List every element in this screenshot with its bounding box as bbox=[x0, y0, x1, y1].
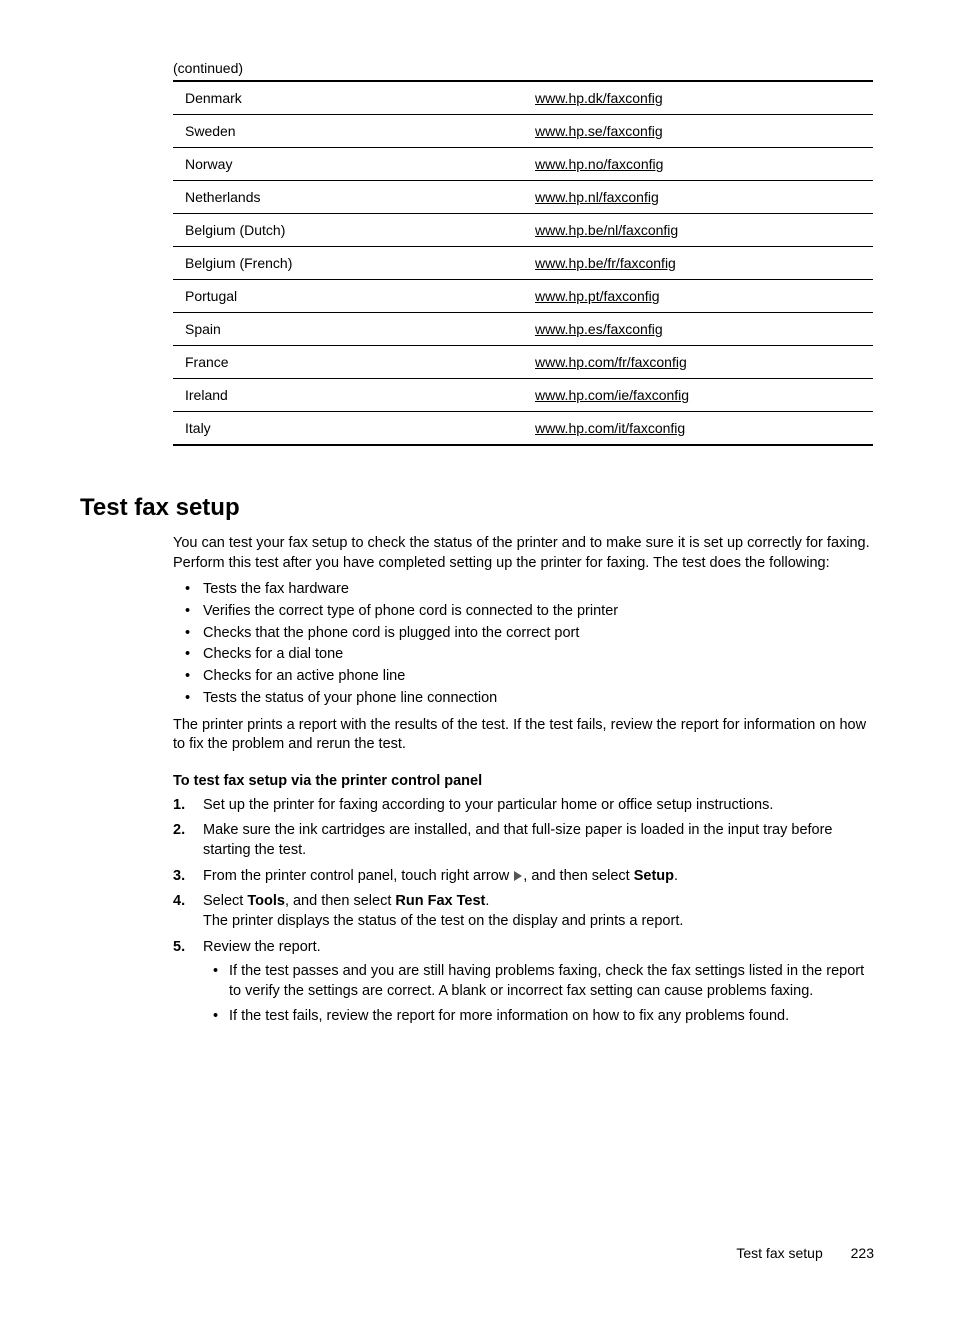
procedure-heading: To test fax setup via the printer contro… bbox=[173, 773, 873, 789]
faxconfig-url-link[interactable]: www.hp.nl/faxconfig bbox=[535, 189, 659, 205]
list-item: Checks that the phone cord is plugged in… bbox=[173, 623, 873, 645]
step-2: Make sure the ink cartridges are install… bbox=[173, 820, 873, 861]
step-text: Make sure the ink cartridges are install… bbox=[203, 822, 833, 858]
procedure-steps: Set up the printer for faxing according … bbox=[173, 795, 873, 1027]
country-cell: Spain bbox=[173, 313, 523, 346]
faxconfig-url-link[interactable]: www.hp.com/fr/faxconfig bbox=[535, 354, 687, 370]
post-checks-paragraph: The printer prints a report with the res… bbox=[173, 716, 873, 755]
url-cell: www.hp.pt/faxconfig bbox=[523, 280, 873, 313]
section-heading: Test fax setup bbox=[80, 494, 874, 522]
footer-title: Test fax setup bbox=[736, 1245, 822, 1261]
table-row: Ireland www.hp.com/ie/faxconfig bbox=[173, 379, 873, 412]
faxconfig-url-link[interactable]: www.hp.no/faxconfig bbox=[535, 156, 663, 172]
continued-label: (continued) bbox=[173, 60, 874, 76]
page-footer: Test fax setup 223 bbox=[736, 1245, 874, 1261]
faxconfig-url-link[interactable]: www.hp.se/faxconfig bbox=[535, 123, 663, 139]
step-text: , and then select bbox=[285, 893, 395, 909]
right-arrow-icon bbox=[514, 871, 522, 881]
list-item: Checks for an active phone line bbox=[173, 666, 873, 688]
country-cell: Ireland bbox=[173, 379, 523, 412]
country-cell: Denmark bbox=[173, 81, 523, 115]
faxconfig-url-link[interactable]: www.hp.be/nl/faxconfig bbox=[535, 222, 678, 238]
country-cell: Norway bbox=[173, 148, 523, 181]
table-row: Netherlands www.hp.nl/faxconfig bbox=[173, 181, 873, 214]
url-cell: www.hp.no/faxconfig bbox=[523, 148, 873, 181]
step-text: Select bbox=[203, 893, 247, 909]
table-row: Spain www.hp.es/faxconfig bbox=[173, 313, 873, 346]
step-5-bullets: If the test passes and you are still hav… bbox=[203, 961, 873, 1027]
table-row: France www.hp.com/fr/faxconfig bbox=[173, 346, 873, 379]
url-cell: www.hp.dk/faxconfig bbox=[523, 81, 873, 115]
table-row: Norway www.hp.no/faxconfig bbox=[173, 148, 873, 181]
table-row: Portugal www.hp.pt/faxconfig bbox=[173, 280, 873, 313]
faxconfig-url-link[interactable]: www.hp.pt/faxconfig bbox=[535, 288, 660, 304]
run-fax-test-label: Run Fax Test bbox=[395, 893, 485, 909]
step-text: Review the report. bbox=[203, 939, 321, 955]
step-text: From the printer control panel, touch ri… bbox=[203, 868, 513, 884]
tools-label: Tools bbox=[247, 893, 285, 909]
table-row: Belgium (Dutch) www.hp.be/nl/faxconfig bbox=[173, 214, 873, 247]
table-row: Sweden www.hp.se/faxconfig bbox=[173, 115, 873, 148]
url-cell: www.hp.es/faxconfig bbox=[523, 313, 873, 346]
faxconfig-url-link[interactable]: www.hp.be/fr/faxconfig bbox=[535, 255, 676, 271]
step-3: From the printer control panel, touch ri… bbox=[173, 866, 873, 886]
step-text: . bbox=[485, 893, 489, 909]
url-cell: www.hp.com/it/faxconfig bbox=[523, 412, 873, 446]
table-row: Belgium (French) www.hp.be/fr/faxconfig bbox=[173, 247, 873, 280]
country-cell: Portugal bbox=[173, 280, 523, 313]
country-cell: Sweden bbox=[173, 115, 523, 148]
url-cell: www.hp.be/fr/faxconfig bbox=[523, 247, 873, 280]
url-cell: www.hp.be/nl/faxconfig bbox=[523, 214, 873, 247]
step-1: Set up the printer for faxing according … bbox=[173, 795, 873, 815]
intro-paragraph: You can test your fax setup to check the… bbox=[173, 534, 873, 573]
step-subtext: The printer displays the status of the t… bbox=[203, 911, 873, 931]
url-cell: www.hp.com/ie/faxconfig bbox=[523, 379, 873, 412]
table-row: Italy www.hp.com/it/faxconfig bbox=[173, 412, 873, 446]
faxconfig-url-link[interactable]: www.hp.dk/faxconfig bbox=[535, 90, 663, 106]
checks-list: Tests the fax hardwareVerifies the corre… bbox=[173, 579, 873, 710]
list-item: If the test passes and you are still hav… bbox=[203, 961, 873, 1002]
list-item: Verifies the correct type of phone cord … bbox=[173, 601, 873, 623]
list-item: Tests the status of your phone line conn… bbox=[173, 688, 873, 710]
step-text: . bbox=[674, 868, 678, 884]
list-item: Checks for a dial tone bbox=[173, 644, 873, 666]
url-cell: www.hp.com/fr/faxconfig bbox=[523, 346, 873, 379]
country-cell: Italy bbox=[173, 412, 523, 446]
footer-page-number: 223 bbox=[851, 1245, 874, 1261]
step-text: , and then select bbox=[523, 868, 633, 884]
faxconfig-url-link[interactable]: www.hp.com/ie/faxconfig bbox=[535, 387, 689, 403]
step-text: Set up the printer for faxing according … bbox=[203, 797, 773, 813]
list-item: Tests the fax hardware bbox=[173, 579, 873, 601]
url-cell: www.hp.se/faxconfig bbox=[523, 115, 873, 148]
url-cell: www.hp.nl/faxconfig bbox=[523, 181, 873, 214]
faxconfig-url-link[interactable]: www.hp.com/it/faxconfig bbox=[535, 420, 685, 436]
country-cell: Belgium (French) bbox=[173, 247, 523, 280]
setup-label: Setup bbox=[634, 868, 674, 884]
country-cell: Netherlands bbox=[173, 181, 523, 214]
country-cell: Belgium (Dutch) bbox=[173, 214, 523, 247]
list-item: If the test fails, review the report for… bbox=[203, 1006, 873, 1026]
faxconfig-url-link[interactable]: www.hp.es/faxconfig bbox=[535, 321, 663, 337]
table-row: Denmark www.hp.dk/faxconfig bbox=[173, 81, 873, 115]
step-4: Select Tools, and then select Run Fax Te… bbox=[173, 891, 873, 932]
faxconfig-url-table: Denmark www.hp.dk/faxconfig Sweden www.hp.s… bbox=[173, 80, 873, 446]
country-cell: France bbox=[173, 346, 523, 379]
step-5: Review the report. If the test passes an… bbox=[173, 937, 873, 1027]
